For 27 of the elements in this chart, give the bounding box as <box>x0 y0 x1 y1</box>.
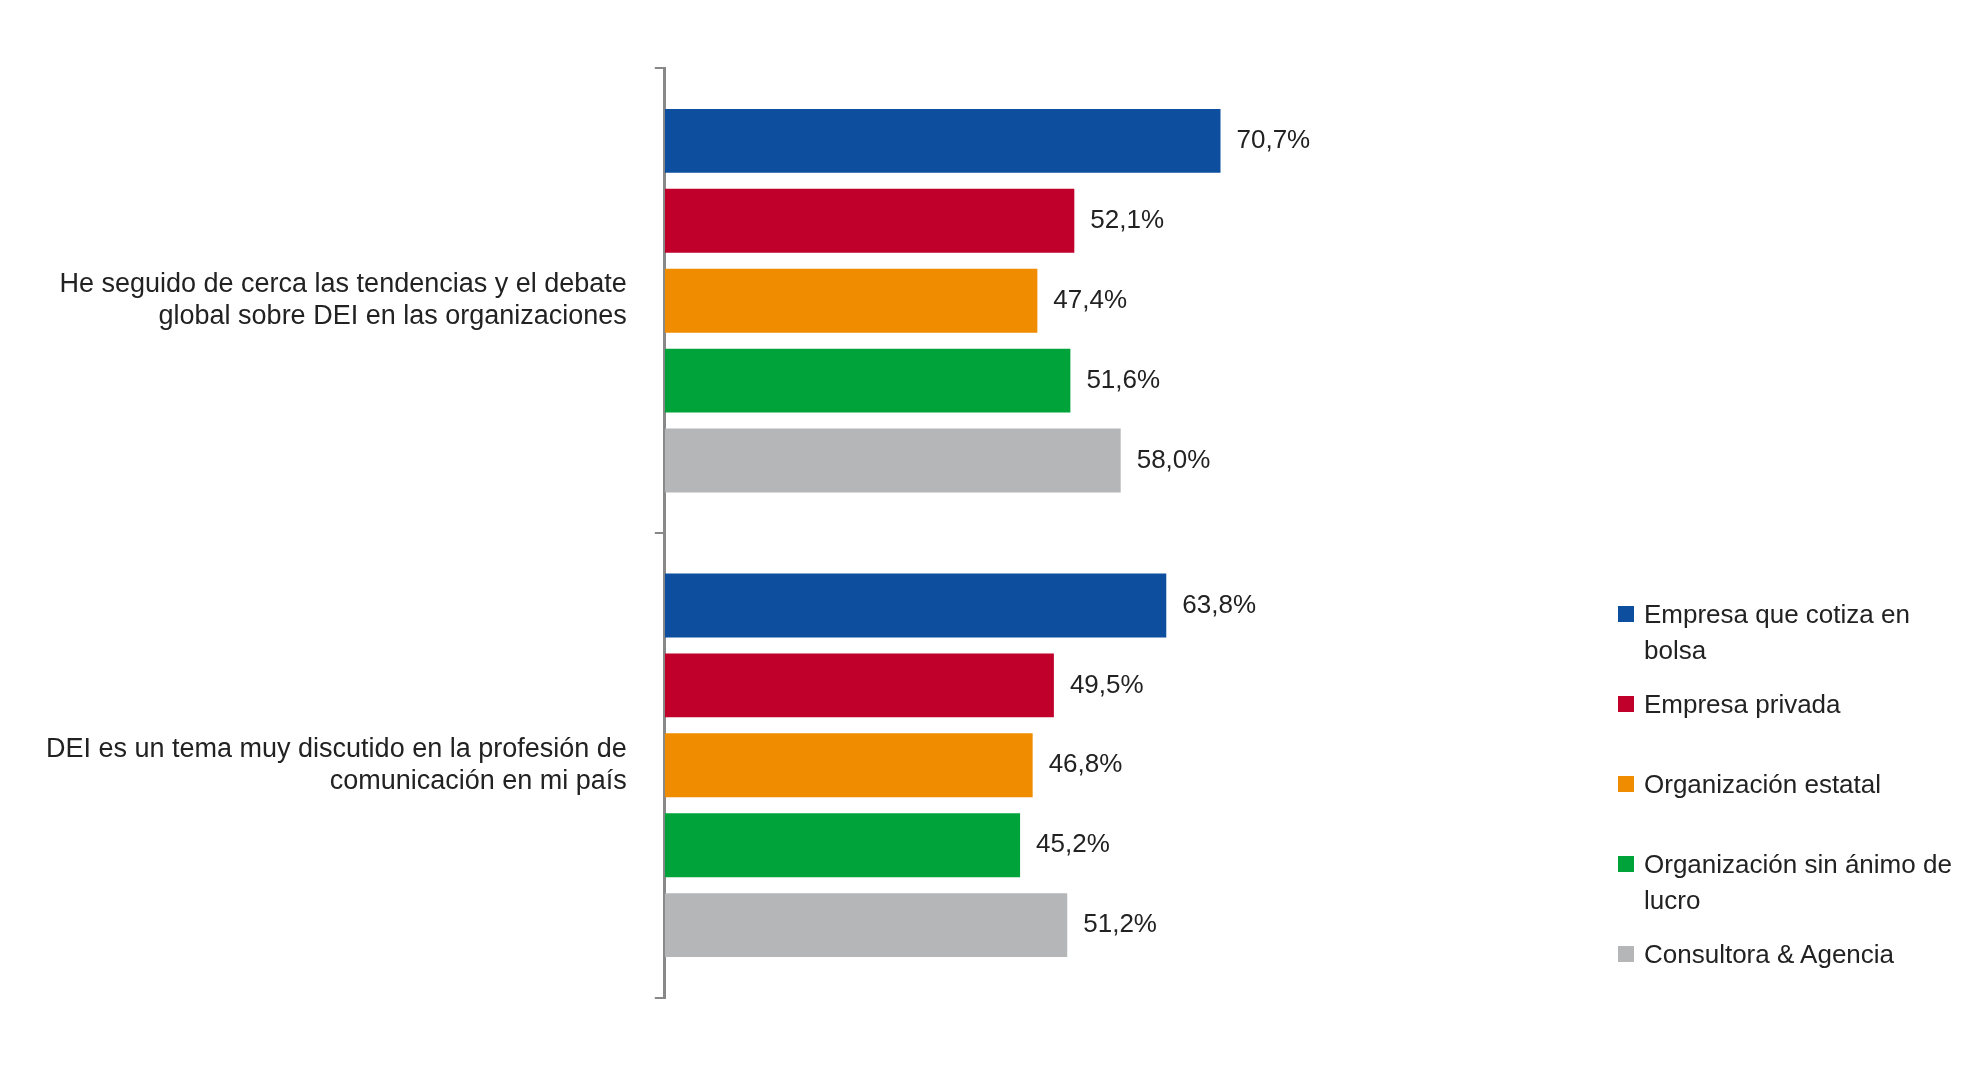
y-tick-label: He seguido de cerca las tendencias y el debate global sobre DEI en las organizaciones <box>59 267 627 331</box>
bar <box>664 733 1033 798</box>
bar <box>664 573 1167 638</box>
bar <box>664 428 1121 493</box>
bar <box>664 268 1038 333</box>
data-label: 58,0% <box>1136 443 1211 474</box>
legend-label: Organización sin ánimo de lucro <box>1644 848 1953 917</box>
bar <box>664 653 1054 718</box>
legend-label: Empresa privada <box>1644 688 1841 721</box>
legend-label: Empresa que cotiza en bolsa <box>1644 598 1911 667</box>
data-label: 51,6% <box>1086 363 1161 394</box>
legend-label: Consultora & Agencia <box>1644 938 1895 971</box>
bar <box>664 893 1068 958</box>
bar <box>664 348 1071 413</box>
data-label: 70,7% <box>1236 124 1311 155</box>
data-label: 46,8% <box>1048 748 1123 779</box>
legend-label: Organización estatal <box>1644 768 1882 801</box>
data-label: 52,1% <box>1090 203 1165 234</box>
bar <box>664 108 1221 173</box>
bar <box>664 188 1075 253</box>
data-label: 45,2% <box>1036 828 1110 859</box>
data-label: 47,4% <box>1053 283 1128 314</box>
y-tick-label: DEI es un tema muy discutido en la profesión de comunicación en mi país <box>45 732 627 795</box>
data-label: 49,5% <box>1069 668 1144 699</box>
data-label: 63,8% <box>1182 588 1257 619</box>
data-label: 51,2% <box>1083 908 1157 939</box>
bar <box>664 813 1021 878</box>
